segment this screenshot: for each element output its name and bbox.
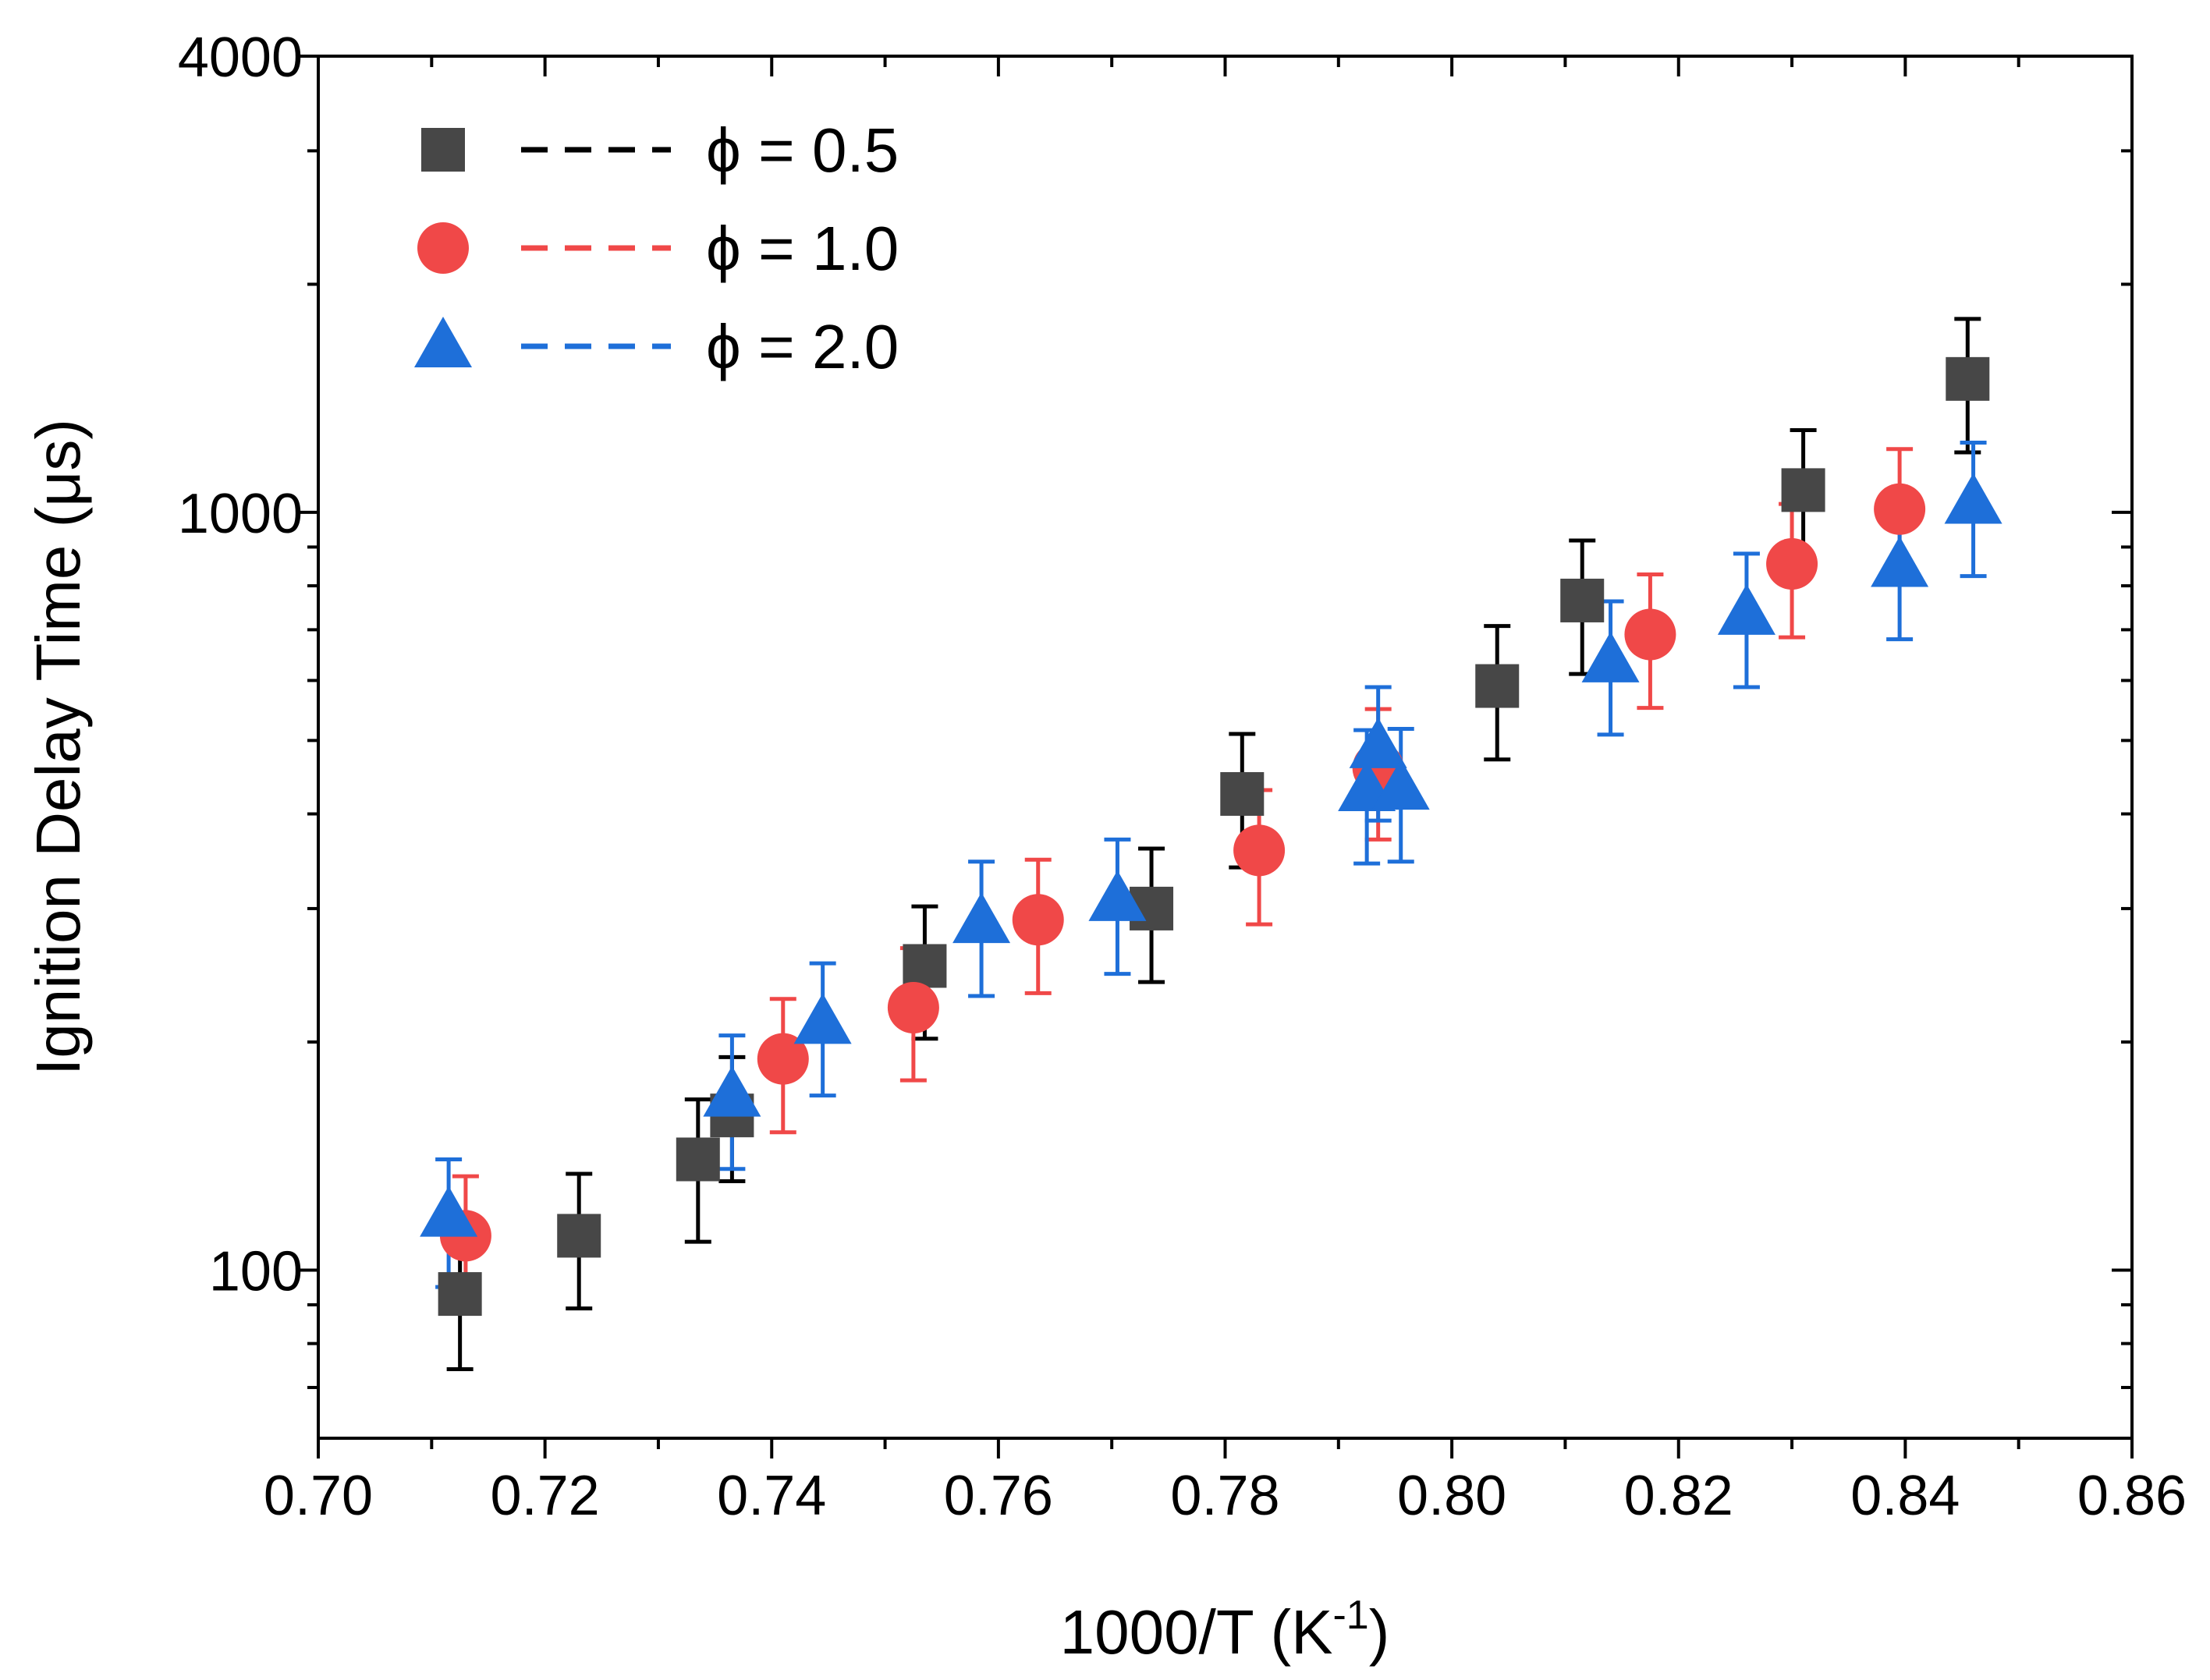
data-point-series-1 <box>1220 771 1265 816</box>
x-axis-title-main: 1000/T (K <box>1060 1597 1333 1667</box>
x-tick-label: 0.78 <box>1170 1465 1279 1527</box>
data-point-series-3 <box>1581 631 1640 682</box>
x-tick-label: 0.72 <box>491 1465 600 1527</box>
y-axis-title: Ignition Delay Time (μs) <box>23 419 93 1076</box>
data-point-series-2 <box>1624 608 1676 661</box>
x-axis-title-superscript: -1 <box>1332 1593 1368 1638</box>
x-tick-label: 0.82 <box>1624 1465 1733 1527</box>
legend-label: ϕ = 1.0 <box>706 214 899 283</box>
legend-label: ϕ = 0.5 <box>706 115 899 185</box>
data-point-series-3 <box>793 993 852 1044</box>
data-point-series-3 <box>1944 473 2002 524</box>
legend-entry-series-3: ϕ = 2.0 <box>414 312 899 381</box>
legend: ϕ = 0.5 ϕ = 1.0 ϕ = 2.0 <box>414 115 899 381</box>
legend-label: ϕ = 2.0 <box>706 312 899 381</box>
data-point-series-1 <box>1946 356 1990 401</box>
data-point-series-1 <box>903 944 947 988</box>
data-point-series-3 <box>420 1186 478 1237</box>
legend-entry-series-2: ϕ = 1.0 <box>417 214 899 283</box>
legend-marker <box>421 128 465 172</box>
data-point-series-1 <box>1475 664 1520 708</box>
y-tick-labels: 100 1000 4000 <box>178 27 303 1303</box>
data-point-series-2 <box>1233 824 1286 877</box>
x-tick-label: 0.84 <box>1850 1465 1960 1527</box>
data-point-series-2 <box>757 1033 809 1085</box>
data-point-series-1 <box>676 1137 720 1182</box>
data-point-series-2 <box>1766 538 1818 590</box>
y-tick-label: 1000 <box>178 483 303 545</box>
x-tick-label: 0.76 <box>944 1465 1053 1527</box>
y-tick-label: 4000 <box>178 27 303 89</box>
data-point-series-2 <box>1012 894 1064 946</box>
axis-ticks <box>298 55 2134 1458</box>
data-point-series-2 <box>887 981 939 1033</box>
data-point-series-3 <box>1088 870 1147 921</box>
x-tick-label: 0.86 <box>2077 1465 2187 1527</box>
x-tick-label: 0.70 <box>264 1465 373 1527</box>
legend-marker <box>417 222 469 274</box>
data-point-series-3 <box>1717 583 1775 635</box>
x-axis-title-close: ) <box>1369 1597 1390 1667</box>
data-point-series-2 <box>1874 483 1926 535</box>
x-tick-labels: 0.70 0.72 0.74 0.76 0.78 0.80 0.82 0.84 0.86 <box>264 1465 2187 1527</box>
data-point-series-1 <box>1781 468 1825 512</box>
data-point-series-3 <box>1371 759 1430 810</box>
data-point-series-3 <box>1871 536 1929 587</box>
legend-entry-series-1: ϕ = 0.5 <box>421 115 899 185</box>
data-markers <box>420 356 2002 1317</box>
error-bars <box>435 317 1987 1372</box>
x-tick-label: 0.80 <box>1397 1465 1506 1527</box>
data-point-series-1 <box>1560 578 1605 622</box>
y-tick-label: 100 <box>209 1240 303 1303</box>
data-point-series-3 <box>703 1065 761 1117</box>
data-point-series-3 <box>952 892 1011 944</box>
data-point-series-1 <box>438 1272 482 1317</box>
data-point-series-1 <box>557 1214 601 1258</box>
x-tick-label: 0.74 <box>717 1465 826 1527</box>
x-axis-title: 1000/T (K-1) <box>1060 1593 1390 1667</box>
legend-marker <box>414 317 472 367</box>
data-point-series-3 <box>1349 717 1407 768</box>
